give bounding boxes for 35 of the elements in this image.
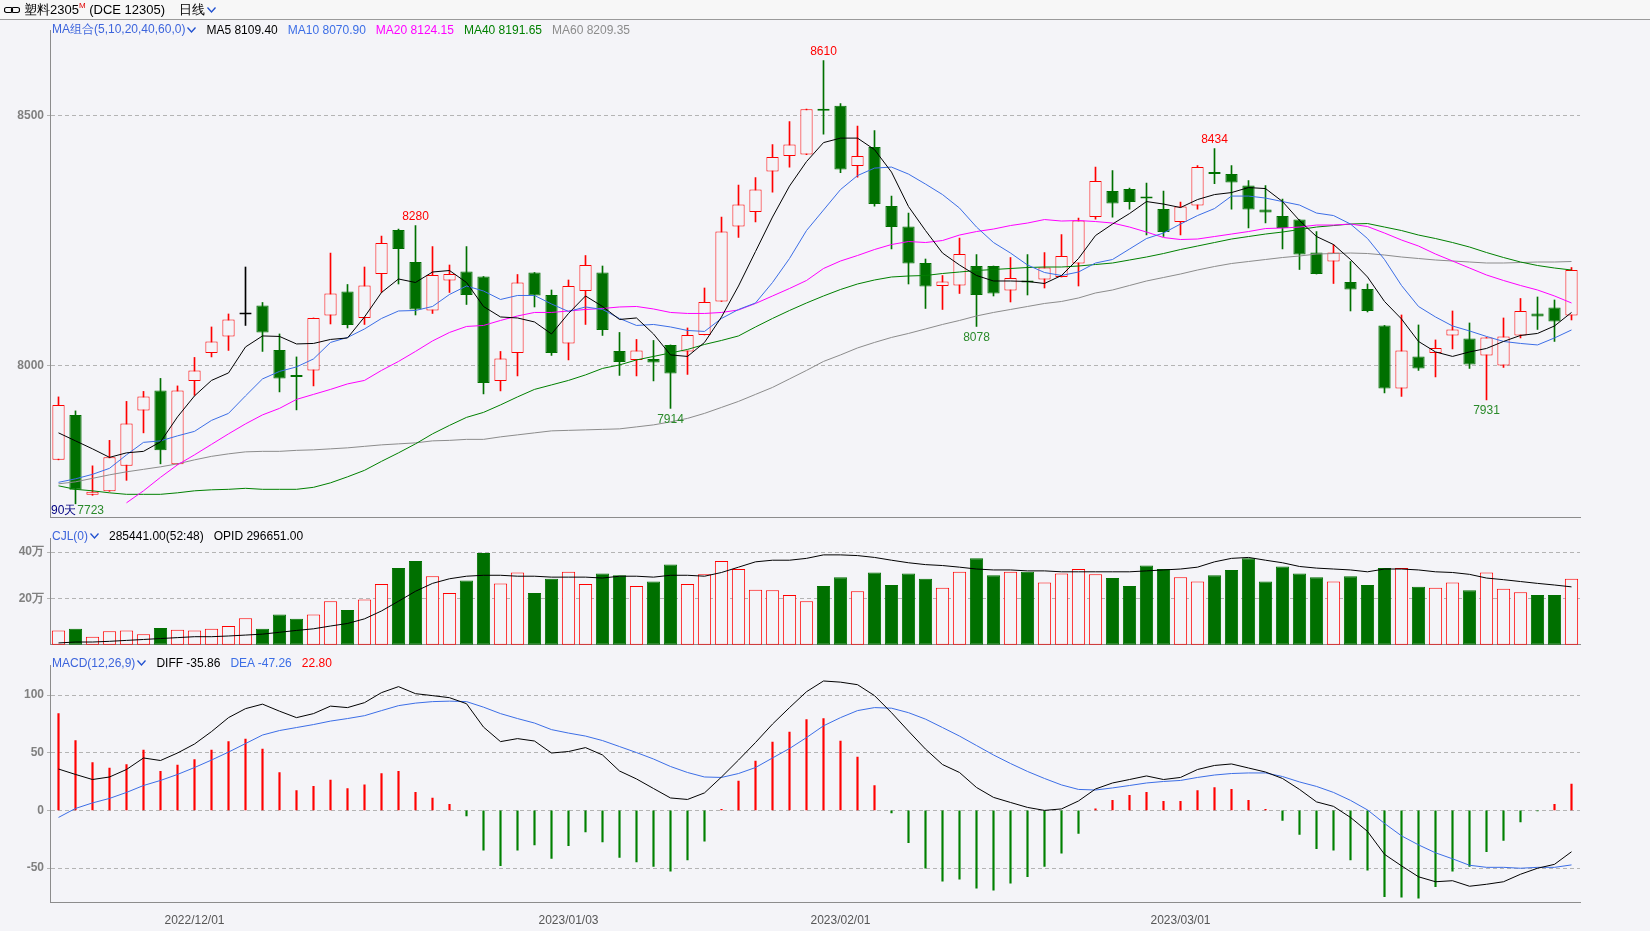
text: MA60 8209.35 [551,22,631,37]
y-tick-label: 8000 [17,357,45,372]
annotation: 7723 [77,503,105,518]
x-tick-label: 2023/03/01 [1150,913,1211,928]
chart-title: MACD(12,26,9) [52,656,136,670]
y-tick-label: 40万 [18,544,44,559]
annotation: 8078 [963,329,991,344]
chart-title: 塑料2305$^{M}$ (DCE 12305) [24,0,166,19]
y-tick-label: 100 [23,687,45,702]
chart-subtitle: 日线 [179,0,206,19]
annotation: 8610 [810,43,838,58]
annotation: 8280 [402,208,430,223]
text: DEA -47.26 [230,656,292,670]
y-tick-label: -50 [26,860,45,875]
text: MA10 8070.90 [287,22,366,37]
text: MA5 8109.40 [206,22,278,37]
annotation: 7914 [657,411,685,426]
y-tick-label: 8500 [17,107,45,122]
text: MA40 8191.65 [463,22,542,37]
y-tick-label: 0 [37,802,45,817]
chart-title: CJL(0) [52,529,89,543]
annotation: 8434 [1201,131,1229,146]
legend-title: MA组合(5,10,20,40,60,0) [52,21,186,38]
y-tick-label: 50 [30,745,45,760]
x-tick-label: 2022/12/01 [164,913,225,928]
y-tick-label: 20万 [18,590,44,605]
annotation: OPID 296651.00 [213,529,304,543]
x-tick-label: 2023/02/01 [810,913,871,928]
text: 22.80 [301,656,332,670]
x-tick-label: 2023/01/03 [538,913,599,928]
annotation: 7931 [1473,403,1501,418]
annotation: 285441.00(52:48) [109,529,204,543]
annotation: 90天 [51,503,77,518]
text: MA20 8124.15 [375,22,454,37]
text: DIFF -35.86 [156,656,221,670]
